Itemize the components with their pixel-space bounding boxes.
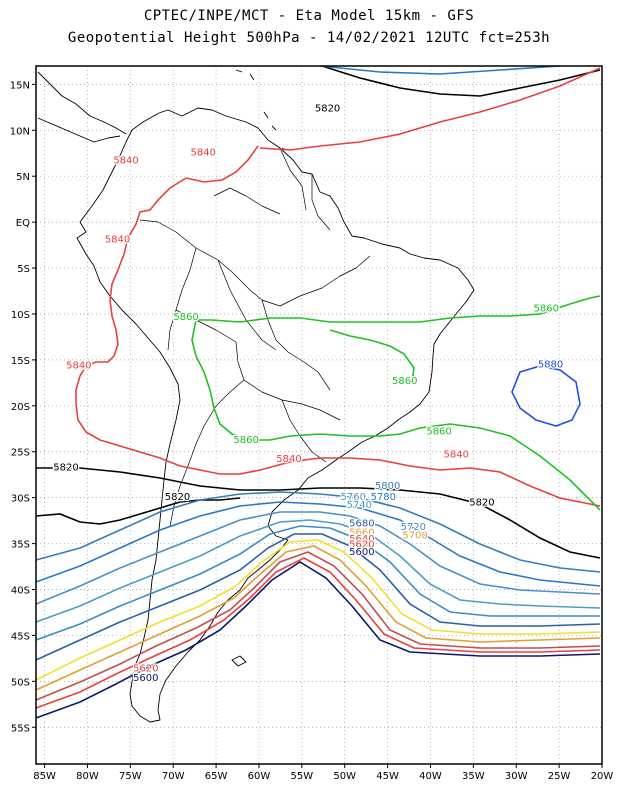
contour-label-5860-8: 5860 [534,304,559,315]
contour-label-5600-28: 5600 [133,673,158,684]
map-frame [35,65,603,765]
contour-label-5620-27: 5620 [133,664,158,675]
y-tick-label-6: 15S [11,356,30,367]
y-tick-label-5: 10S [11,310,30,321]
contour-5760 [35,511,601,605]
y-tick-label-12: 45S [11,631,30,642]
x-tick-label-5: 60W [248,771,271,782]
y-tick-label-8: 25S [11,448,30,459]
lat-lon-grid [36,66,603,764]
contour-label-5660-23: 5660 [349,528,374,539]
x-tick-label-12: 25W [548,771,571,782]
contour-label-5600-26: 5600 [349,547,374,558]
contour-label-5760-18: 5760 [341,492,366,503]
y-tick-label-9: 30S [11,494,30,505]
geopotential-contours [35,65,601,719]
chart-subtitle: Geopotential Height 500hPa - 14/02/2021 … [67,30,551,46]
contour-5600 [35,561,601,719]
contour-label-5840-2: 5840 [191,147,216,158]
y-tick-label-10: 35S [11,540,30,551]
contour-5640 [35,551,601,701]
x-tick-label-0: 85W [33,771,56,782]
title-block: CPTEC/INPE/MCT - Eta Model 15km - GFS Ge… [0,0,618,49]
axis-tick-labels: 85W 80W 75W 70W 65W 60W 55W 50W 45W 40W 35W 30W 25W 2… [10,80,614,782]
contour-label-5860-9: 5860 [392,376,417,387]
contour-labels: 5820 5840 5840 5840 5840 5840 5840 5860 5860 5860… [52,102,564,685]
contour-5840-north [75,67,601,507]
contour-5680 [35,539,601,681]
contour-label-5740-19: 5740 [347,500,372,511]
contour-5740 [35,519,601,623]
contour-label-5820-15: 5820 [469,497,494,508]
contour-label-5880-12: 5880 [538,360,563,371]
contour-5780 [35,501,601,587]
x-tick-label-11: 30W [505,771,528,782]
y-tick-label-2: 5N [16,172,30,183]
y-tick-label-3: EQ [16,218,30,229]
contour-label-5720-20: 5720 [401,522,426,533]
x-tick-label-3: 70W [162,771,185,782]
contour-5820-south [35,467,601,559]
contour-label-5640-24: 5640 [349,534,374,545]
contour-label-5820-0: 5820 [315,103,340,114]
x-tick-label-9: 40W [419,771,442,782]
contour-label-5860-11: 5860 [426,427,451,438]
contour-label-5820-13: 5820 [53,462,78,473]
y-tick-label-14: 55S [11,723,30,734]
contour-5800-north [319,65,561,75]
x-tick-label-10: 35W [462,771,485,782]
contour-5880 [511,365,581,427]
contour-label-5620-25: 5620 [349,540,374,551]
contour-label-5840-6: 5840 [443,450,468,461]
y-tick-label-0: 15N [10,80,30,91]
contour-label-5840-3: 5840 [105,235,130,246]
y-tick-label-7: 20S [11,402,30,413]
contour-label-5780-17: 5780 [371,492,396,503]
contour-label-5680-22: 5680 [349,518,374,529]
contour-label-5860-7: 5860 [173,312,198,323]
x-tick-label-4: 65W [205,771,228,782]
contour-5700 [35,533,601,661]
contour-5800 [35,491,601,573]
contour-label-5860-10: 5860 [233,435,258,446]
contour-5620 [35,557,601,709]
x-tick-label-2: 75W [119,771,142,782]
falkland-islands [231,655,247,667]
contour-5720 [35,525,600,641]
y-tick-label-4: 5S [17,264,30,275]
contour-label-5700-21: 5700 [402,530,427,541]
central-america-coastline [37,71,127,143]
coastline-and-borders [37,69,475,723]
caribbean-islands [235,69,287,151]
y-tick-label-11: 40S [11,586,30,597]
y-tick-label-1: 10N [10,126,30,137]
contour-label-5840-5: 5840 [276,454,301,465]
x-tick-label-6: 55W [291,771,314,782]
x-tick-label-8: 45W [376,771,399,782]
y-tick-label-13: 50S [11,677,30,688]
x-tick-label-13: 20W [591,771,614,782]
contour-label-5840-1: 5840 [113,156,138,167]
x-tick-label-7: 50W [333,771,356,782]
contour-5660 [35,545,601,691]
x-tick-label-1: 80W [76,771,99,782]
south-america-coastline [76,107,475,723]
contour-5860 [191,295,601,511]
contour-label-5800-16: 5800 [375,481,400,492]
contour-5820-north [321,65,601,97]
contour-label-5820-14: 5820 [165,492,190,503]
contour-label-5840-4: 5840 [66,360,91,371]
chart-title: CPTEC/INPE/MCT - Eta Model 15km - GFS [143,8,475,24]
